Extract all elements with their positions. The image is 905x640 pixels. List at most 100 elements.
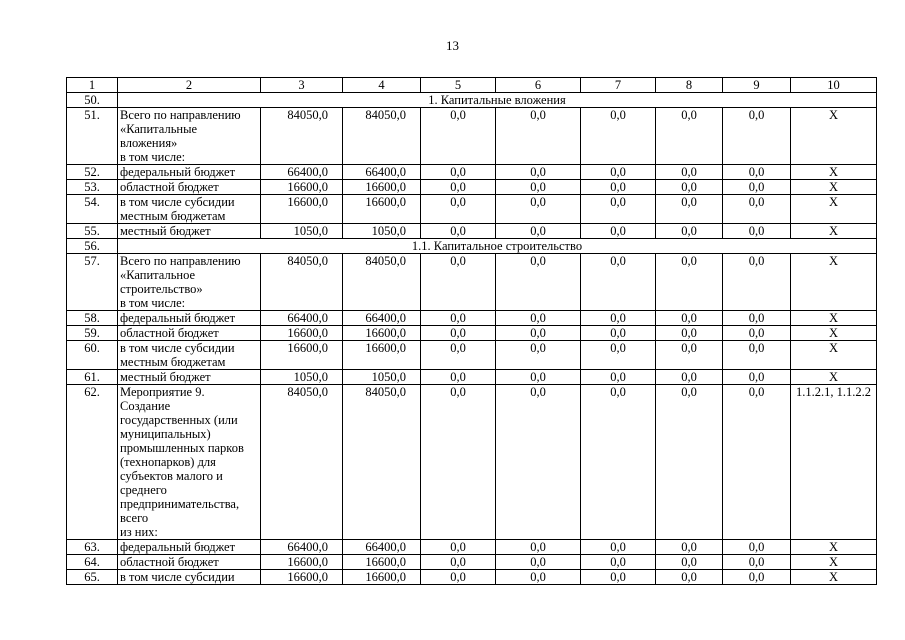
table-row: 53. областной бюджет 16600,0 16600,0 0,0 0,0 0… xyxy=(66,179,877,195)
table-cell: 0,0 xyxy=(580,340,656,370)
table-cell: областной бюджет xyxy=(117,179,261,195)
table-cell: 16600,0 xyxy=(342,179,421,195)
row-number: 60. xyxy=(66,340,118,370)
table-row: 57. Всего по направлению «Капитальное стр… xyxy=(66,253,877,311)
table-cell: 84050,0 xyxy=(260,253,343,311)
table-cell: Мероприятие 9. Создание государственных … xyxy=(117,384,261,540)
table-cell: 0,0 xyxy=(722,369,791,385)
table-cell: 0,0 xyxy=(655,539,723,555)
table-cell: 0,0 xyxy=(420,384,496,540)
row-number: 55. xyxy=(66,223,118,239)
table-cell: 0,0 xyxy=(580,539,656,555)
table-cell: 66400,0 xyxy=(260,310,343,326)
table-cell: Всего по направлению «Капитальные вложен… xyxy=(117,107,261,165)
row-number: 52. xyxy=(66,164,118,180)
table-cell: в том числе субсидии местным бюджетам xyxy=(117,340,261,370)
table-cell: 0,0 xyxy=(420,164,496,180)
table-cell: 0,0 xyxy=(495,253,581,311)
table-cell: 0,0 xyxy=(722,107,791,165)
table-cell: 0,0 xyxy=(655,310,723,326)
table-cell: X xyxy=(790,253,877,311)
table-cell: местный бюджет xyxy=(117,369,261,385)
table-cell: 0,0 xyxy=(722,384,791,540)
table-row: 52. федеральный бюджет 66400,0 66400,0 0,0 0,… xyxy=(66,164,877,180)
table-cell: федеральный бюджет xyxy=(117,310,261,326)
row-number: 59. xyxy=(66,325,118,341)
table-cell: X xyxy=(790,223,877,239)
table-cell: 0,0 xyxy=(722,325,791,341)
table-cell: 16600,0 xyxy=(342,325,421,341)
table-cell: 0,0 xyxy=(722,569,791,585)
table-cell: 0,0 xyxy=(420,539,496,555)
table-cell: 16600,0 xyxy=(342,569,421,585)
table-cell: 0,0 xyxy=(420,310,496,326)
table-cell: X xyxy=(790,325,877,341)
table-cell: 0,0 xyxy=(420,369,496,385)
table-cell: X xyxy=(790,164,877,180)
table-cell: 84050,0 xyxy=(260,384,343,540)
table-cell: 1050,0 xyxy=(342,223,421,239)
table-cell: 0,0 xyxy=(495,107,581,165)
table-cell: 0,0 xyxy=(655,569,723,585)
header-cell: 4 xyxy=(342,77,421,93)
table-cell: 84050,0 xyxy=(342,107,421,165)
table-cell: 16600,0 xyxy=(342,340,421,370)
table-cell: 0,0 xyxy=(722,340,791,370)
table-cell: X xyxy=(790,179,877,195)
table-cell: 16600,0 xyxy=(260,554,343,570)
table-cell: 16600,0 xyxy=(342,194,421,224)
table-row: 50. 1. Капитальные вложения xyxy=(66,92,877,108)
table-cell: 0,0 xyxy=(655,179,723,195)
table-cell: 0,0 xyxy=(655,554,723,570)
table-cell: 66400,0 xyxy=(342,310,421,326)
table-cell: 0,0 xyxy=(420,340,496,370)
table-cell: 1.1.2.1, 1.1.2.2 xyxy=(790,384,877,540)
table-cell: 0,0 xyxy=(420,253,496,311)
table-cell: в том числе субсидии xyxy=(117,569,261,585)
table-row: 54. в том числе субсидии местным бюджетам… xyxy=(66,194,877,224)
row-number: 50. xyxy=(66,92,118,108)
table-cell: 0,0 xyxy=(655,340,723,370)
table-cell: 0,0 xyxy=(580,325,656,341)
header-cell: 8 xyxy=(655,77,723,93)
table-cell: 0,0 xyxy=(580,253,656,311)
row-number: 53. xyxy=(66,179,118,195)
table-cell: 0,0 xyxy=(655,107,723,165)
page-number: 13 xyxy=(446,38,459,53)
header-cell: 9 xyxy=(722,77,791,93)
table-cell: 16600,0 xyxy=(342,554,421,570)
row-number: 63. xyxy=(66,539,118,555)
table-cell: 0,0 xyxy=(420,223,496,239)
table-cell: 0,0 xyxy=(495,325,581,341)
table-cell: 0,0 xyxy=(580,164,656,180)
table-cell: в том числе субсидии местным бюджетам xyxy=(117,194,261,224)
table-cell: 0,0 xyxy=(580,107,656,165)
table-cell: 0,0 xyxy=(495,340,581,370)
table-cell: 16600,0 xyxy=(260,340,343,370)
table-cell: X xyxy=(790,107,877,165)
table-cell: 0,0 xyxy=(655,164,723,180)
table-cell: 16600,0 xyxy=(260,179,343,195)
table-cell: 0,0 xyxy=(420,179,496,195)
header-row: 1 2 3 4 5 6 7 8 9 10 xyxy=(66,77,877,93)
row-number: 57. xyxy=(66,253,118,311)
header-cell: 2 xyxy=(117,77,261,93)
table-cell: 0,0 xyxy=(580,569,656,585)
table-row: 62. Мероприятие 9. Создание государственн… xyxy=(66,384,877,540)
table-cell: 0,0 xyxy=(495,223,581,239)
table-cell: 66400,0 xyxy=(260,539,343,555)
table-cell: 0,0 xyxy=(580,179,656,195)
table: 1 2 3 4 5 6 7 8 9 10 50. 1. Капитальные вложения 51.… xyxy=(66,77,877,585)
table-row: 60. в том числе субсидии местным бюджетам… xyxy=(66,340,877,370)
table-cell: X xyxy=(790,554,877,570)
table-cell: X xyxy=(790,569,877,585)
table-cell: 84050,0 xyxy=(342,384,421,540)
table-row: 65. в том числе субсидии 16600,0 16600,0 0,0… xyxy=(66,569,877,585)
table-cell: 0,0 xyxy=(655,325,723,341)
table-row: 64. областной бюджет 16600,0 16600,0 0,0 0,0 0… xyxy=(66,554,877,570)
table-cell: 0,0 xyxy=(580,194,656,224)
table-cell: 1050,0 xyxy=(342,369,421,385)
header-cell: 1 xyxy=(66,77,118,93)
header-cell: 6 xyxy=(495,77,581,93)
